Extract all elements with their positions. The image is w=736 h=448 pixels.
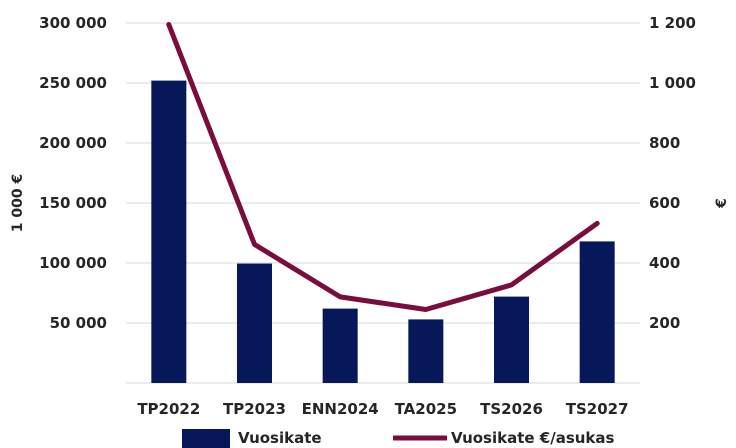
right-axis-title: € [714,198,730,209]
left-axis-ticks: 50 000 100 000 150 000 200 000 250 000 300 00… [39,14,107,332]
bar [408,319,444,383]
category-label: ENN2024 [302,400,379,418]
right-tick-label: 1 000 [649,74,696,92]
category-label: TP2022 [137,400,200,418]
right-tick-label: 600 [649,194,680,212]
left-axis-title: 1 000 € [10,174,26,232]
left-tick-label: 50 000 [50,314,107,332]
bar [322,308,358,383]
legend-bar-swatch [182,429,230,448]
right-tick-label: 400 [649,254,680,272]
line-series [166,22,600,312]
right-tick-label: 200 [649,314,680,332]
left-tick-label: 100 000 [39,254,107,272]
category-labels: TP2022 TP2023 ENN2024 TA2025 TS2026 TS2027 [137,400,628,418]
legend-line-label: Vuosikate €/asukas [451,429,615,447]
right-tick-label: 800 [649,134,680,152]
right-axis-ticks: 200 400 600 800 1 000 1 200 [649,14,696,332]
left-tick-label: 250 000 [39,74,107,92]
left-tick-label: 200 000 [39,134,107,152]
left-tick-label: 150 000 [39,194,107,212]
category-label: TP2023 [223,400,286,418]
left-tick-label: 300 000 [39,14,107,32]
bar-series [151,80,615,383]
gridlines [126,22,640,384]
legend-bar-label: Vuosikate [238,429,322,447]
category-label: TS2027 [566,400,629,418]
right-tick-label: 1 200 [649,14,696,32]
bar [151,80,187,383]
bar [579,241,615,383]
category-label: TS2026 [480,400,543,418]
bar [237,263,272,383]
line-path [166,22,600,312]
bar [494,296,529,383]
category-label: TA2025 [395,400,457,418]
legend: Vuosikate Vuosikate €/asukas [182,429,615,448]
